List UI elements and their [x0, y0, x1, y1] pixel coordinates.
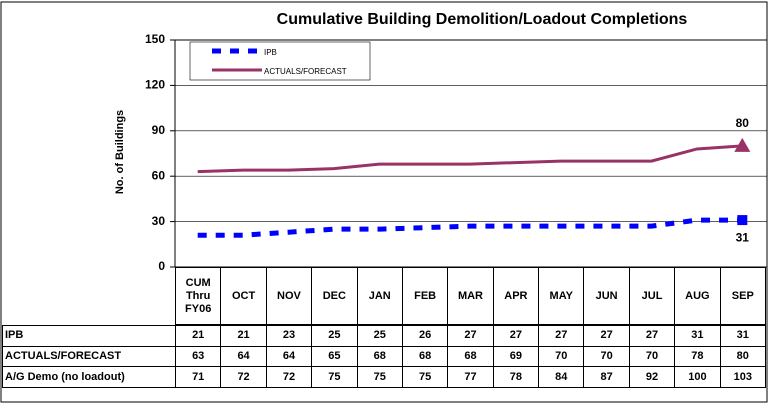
end-marker [737, 215, 748, 226]
table-cell: 31 [719, 325, 766, 347]
table-cell: 27 [447, 325, 494, 347]
table-cell: 68 [356, 345, 403, 368]
y-tick-label: 0 [158, 259, 165, 273]
table-cell: 84 [538, 366, 585, 389]
table-row-label: A/G Demo (no loadout) [2, 366, 176, 389]
table-cell: 80 [719, 345, 766, 368]
legend [189, 41, 371, 81]
table-cell: 75 [356, 366, 403, 389]
table-cell: 63 [175, 345, 222, 368]
x-tick-label: OCT [220, 267, 267, 325]
table-cell: 103 [719, 366, 766, 389]
x-tick-label: MAR [447, 267, 494, 325]
table-cell: 26 [401, 325, 449, 347]
table-row-label: ACTUALS/FORECAST [2, 345, 176, 368]
chart-title: Cumulative Building Demolition/Loadout C… [277, 11, 688, 28]
x-tick-label: MAY [538, 267, 585, 325]
y-tick-label: 90 [152, 123, 166, 137]
series-line [197, 217, 743, 238]
table-cell: 68 [401, 345, 449, 368]
table-cell: 21 [175, 325, 222, 347]
table-cell: 23 [265, 325, 313, 347]
table-cell: 65 [311, 345, 358, 368]
y-axis-label: No. of Buildings [114, 110, 126, 194]
y-tick-label: 60 [152, 168, 166, 182]
table-cell: 72 [265, 366, 313, 389]
table-cell: 25 [356, 325, 403, 347]
table-cell: 87 [583, 366, 630, 389]
legend-label: ACTUALS/FORECAST [264, 67, 347, 76]
legend-label: IPB [264, 48, 277, 57]
table-cell: 70 [538, 345, 585, 368]
table-cell: 70 [628, 345, 676, 368]
x-tick-label: JUL [628, 267, 676, 325]
table-cell: 27 [628, 325, 676, 347]
end-marker [734, 137, 751, 152]
table-cell: 21 [220, 325, 267, 347]
table-cell: 27 [583, 325, 630, 347]
table-cell: 92 [628, 366, 676, 389]
table-cell: 75 [311, 366, 358, 389]
x-tick-label: AUG [674, 267, 721, 325]
x-tick-label: NOV [265, 267, 313, 325]
table-cell: 77 [447, 366, 494, 389]
table-cell: 78 [492, 366, 540, 389]
table-cell: 70 [583, 345, 630, 368]
x-tick-label: SEP [719, 267, 766, 325]
table-cell: 27 [538, 325, 585, 347]
table-cell: 64 [265, 345, 313, 368]
x-tick-label: FEB [401, 267, 449, 325]
table-cell: 69 [492, 345, 540, 368]
value-label: 80 [736, 116, 750, 130]
x-tick-label: JAN [356, 267, 403, 325]
y-tick-label: 30 [152, 214, 166, 228]
table-cell: 31 [674, 325, 721, 347]
table-cell: 25 [311, 325, 358, 347]
table-cell: 72 [220, 366, 267, 389]
x-tick-label: CUM Thru FY06 [175, 267, 222, 325]
table-cell: 78 [674, 345, 721, 368]
x-tick-label: DEC [311, 267, 358, 325]
table-row-label: IPB [2, 325, 176, 347]
table-cell: 75 [401, 366, 449, 389]
x-tick-label: JUN [583, 267, 630, 325]
table-cell: 27 [492, 325, 540, 347]
table-cell: 71 [175, 366, 222, 389]
table-cell: 64 [220, 345, 267, 368]
y-tick-label: 150 [145, 32, 165, 46]
value-label: 31 [736, 230, 750, 244]
table-cell: 68 [447, 345, 494, 368]
series-line [197, 144, 743, 174]
y-tick-label: 120 [145, 78, 165, 92]
table-cell: 100 [674, 366, 721, 389]
x-tick-label: APR [492, 267, 540, 325]
